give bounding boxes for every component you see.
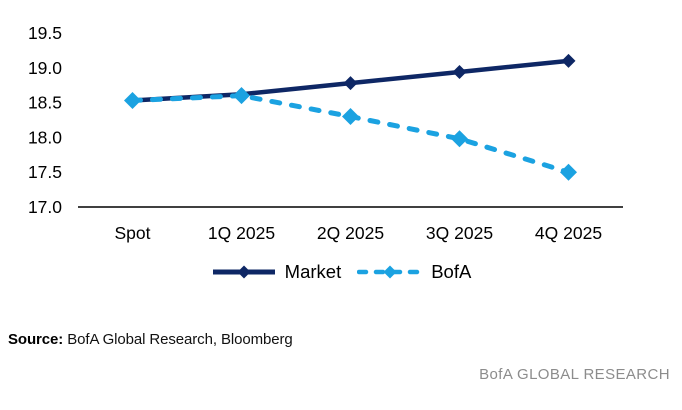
bofa-marker (233, 87, 250, 105)
bofa-marker (342, 108, 359, 126)
source-label: Source: (8, 331, 64, 348)
y-tick-label: 17.0 (28, 197, 62, 217)
x-tick-label: Spot (115, 223, 151, 243)
source-note: Source: BofA Global Research, Bloomberg (8, 331, 293, 348)
x-tick-label: 3Q 2025 (426, 223, 493, 243)
bofa-marker (451, 130, 468, 148)
legend-label-market: Market (284, 260, 342, 282)
market-marker (452, 64, 467, 79)
legend-item-market: Market (211, 260, 342, 282)
y-tick-label: 17.5 (28, 162, 62, 182)
bofa-marker (560, 163, 577, 181)
market-marker (561, 53, 576, 68)
legend-item-bofa: BofA (357, 260, 472, 282)
brand-watermark: BofA GLOBAL RESEARCH (479, 366, 670, 383)
x-tick-label: 2Q 2025 (317, 223, 384, 243)
y-tick-label: 18.0 (28, 127, 62, 147)
bofa-marker (124, 92, 141, 110)
x-tick-label: 1Q 2025 (208, 223, 275, 243)
market-legend-marker (237, 265, 251, 279)
market-line-swatch (212, 265, 275, 279)
chart-legend: Market BofA (0, 260, 682, 284)
y-tick-label: 18.5 (28, 93, 62, 113)
bofa-line-swatch (357, 265, 424, 279)
line-chart: 19.5 19.0 18.5 18.0 17.5 17.0 Spot 1Q 2025 2Q 20… (28, 23, 623, 243)
bofa-legend-marker (383, 265, 397, 279)
legend-label-bofa: BofA (431, 260, 472, 282)
x-tick-label: 4Q 2025 (535, 223, 602, 243)
y-tick-label: 19.5 (28, 23, 62, 43)
market-marker (343, 76, 358, 91)
y-tick-label: 19.0 (28, 58, 62, 78)
source-text: BofA Global Research, Bloomberg (67, 331, 293, 348)
bofa-line (130, 93, 571, 175)
